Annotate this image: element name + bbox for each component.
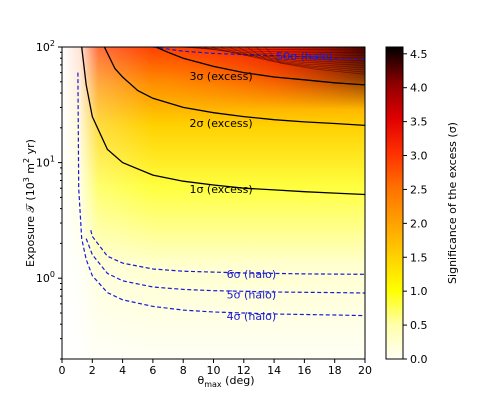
halo-label-4sigma: 4σ (halo) — [227, 310, 277, 323]
x-tick-label: 0 — [59, 364, 66, 377]
halo-label-50sigma: 50σ (halo) — [276, 50, 333, 63]
y-axis-ticks: 100 101 102 — [36, 39, 62, 360]
x-tick-label: 20 — [358, 364, 372, 377]
x-tick-label: 12 — [237, 364, 251, 377]
halo-contour-4sigma — [77, 72, 365, 317]
y-axis-label: Exposure 𝒯 (103 m2 yr) — [22, 139, 37, 267]
colorbar-tick-label: 0.5 — [410, 319, 428, 332]
halo-label-5sigma: 5σ (halo) — [227, 289, 277, 302]
colorbar-tick-label: 1.5 — [410, 251, 428, 264]
x-axis-label: θmax (deg) — [198, 374, 255, 389]
colorbar-frame — [385, 46, 404, 360]
colorbar-tick-label: 4.0 — [410, 82, 428, 95]
excess-label-2sigma: 2σ (excess) — [189, 117, 252, 130]
excess-contour-3sigma — [155, 47, 365, 86]
colorbar-tick-label: 4.5 — [410, 48, 428, 61]
x-tick-label: 8 — [180, 364, 187, 377]
x-tick-label: 2 — [89, 364, 96, 377]
colorbar — [386, 47, 403, 359]
contour-layer — [77, 47, 365, 317]
excess-label-1sigma: 1σ (excess) — [189, 183, 252, 196]
colorbar-tick-label: 2.0 — [410, 217, 428, 230]
halo-contour-6sigma — [90, 230, 365, 275]
x-tick-label: 16 — [297, 364, 311, 377]
x-tick-label: 4 — [119, 364, 126, 377]
colorbar-tick-label: 1.0 — [410, 285, 428, 298]
colorbar-tick-label: 3.0 — [410, 150, 428, 163]
y-tick-label: 101 — [36, 155, 55, 170]
halo-label-6sigma: 6σ (halo) — [227, 268, 277, 281]
colorbar-ticks: 0.0 0.5 1.0 1.5 2.0 2.5 3.0 3.5 4.0 4.5 — [403, 48, 428, 366]
colorbar-tick-label: 3.5 — [410, 116, 428, 129]
x-tick-label: 18 — [328, 364, 342, 377]
y-tick-label: 102 — [36, 39, 55, 54]
x-tick-label: 6 — [149, 364, 156, 377]
dense-contour-bundle — [165, 47, 365, 75]
x-tick-label: 10 — [207, 364, 221, 377]
x-tick-label: 14 — [267, 364, 281, 377]
colorbar-label: Significance of the excess (σ) — [446, 122, 459, 284]
colorbar-tick-label: 0.0 — [410, 353, 428, 366]
x-axis-ticks: 0 2 4 6 8 10 12 14 16 18 20 — [59, 359, 372, 377]
colorbar-tick-label: 2.5 — [410, 183, 428, 196]
excess-contour-1sigma — [81, 47, 365, 196]
y-tick-label: 100 — [36, 270, 55, 285]
excess-contour-2sigma — [103, 47, 365, 127]
contour-label-layer: 1σ (excess) 2σ (excess) 3σ (excess) 4σ (hal… — [189, 50, 332, 323]
heatmap-background — [62, 47, 365, 359]
excess-label-3sigma: 3σ (excess) — [189, 70, 252, 83]
